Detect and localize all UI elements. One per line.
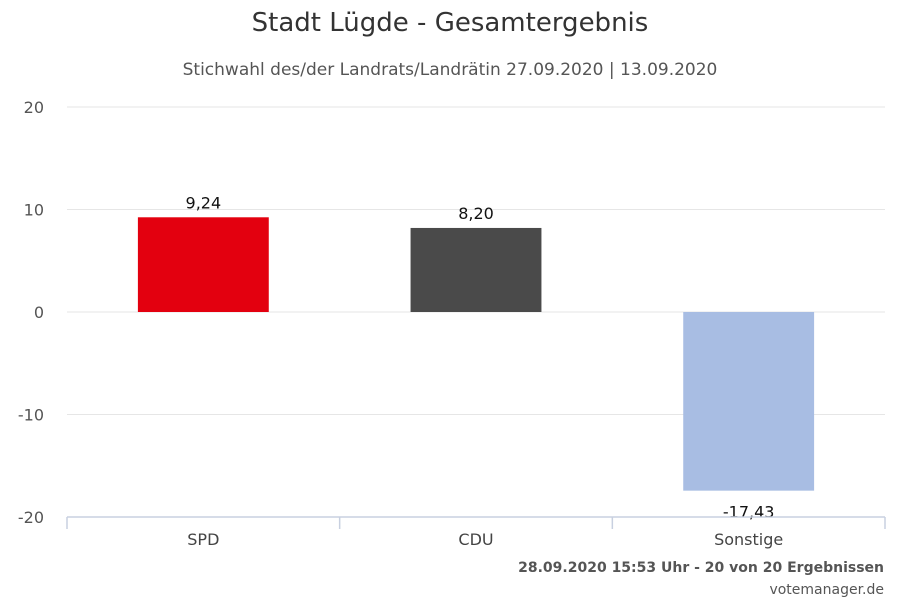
- y-tick-label: -20: [18, 508, 44, 527]
- source-credit: votemanager.de: [769, 582, 884, 598]
- results-status: 28.09.2020 15:53 Uhr - 20 von 20 Ergebni…: [518, 560, 884, 576]
- y-tick-label: 0: [34, 303, 44, 322]
- x-tick-label: Sonstige: [714, 530, 783, 549]
- chart-subtitle: Stichwahl des/der Landrats/Landrätin 27.…: [182, 60, 718, 80]
- bar-sonstige: [683, 312, 815, 491]
- bar-cdu: [410, 227, 542, 312]
- y-tick-label: 20: [24, 98, 44, 117]
- data-label: -17,43: [723, 503, 775, 522]
- y-tick-label: -10: [18, 406, 44, 425]
- x-tick-label: CDU: [458, 530, 493, 549]
- bar-spd: [137, 217, 269, 312]
- x-tick-label: SPD: [187, 530, 219, 549]
- data-label: 9,24: [186, 193, 222, 212]
- chart-plot: 9,24 8,20 -17,43 20 10 0 -10 -20 SPD CDU Sonstige: [18, 98, 886, 549]
- y-tick-label: 10: [24, 201, 44, 220]
- data-label: 8,20: [458, 204, 494, 223]
- chart-title: Stadt Lügde - Gesamtergebnis: [251, 8, 649, 38]
